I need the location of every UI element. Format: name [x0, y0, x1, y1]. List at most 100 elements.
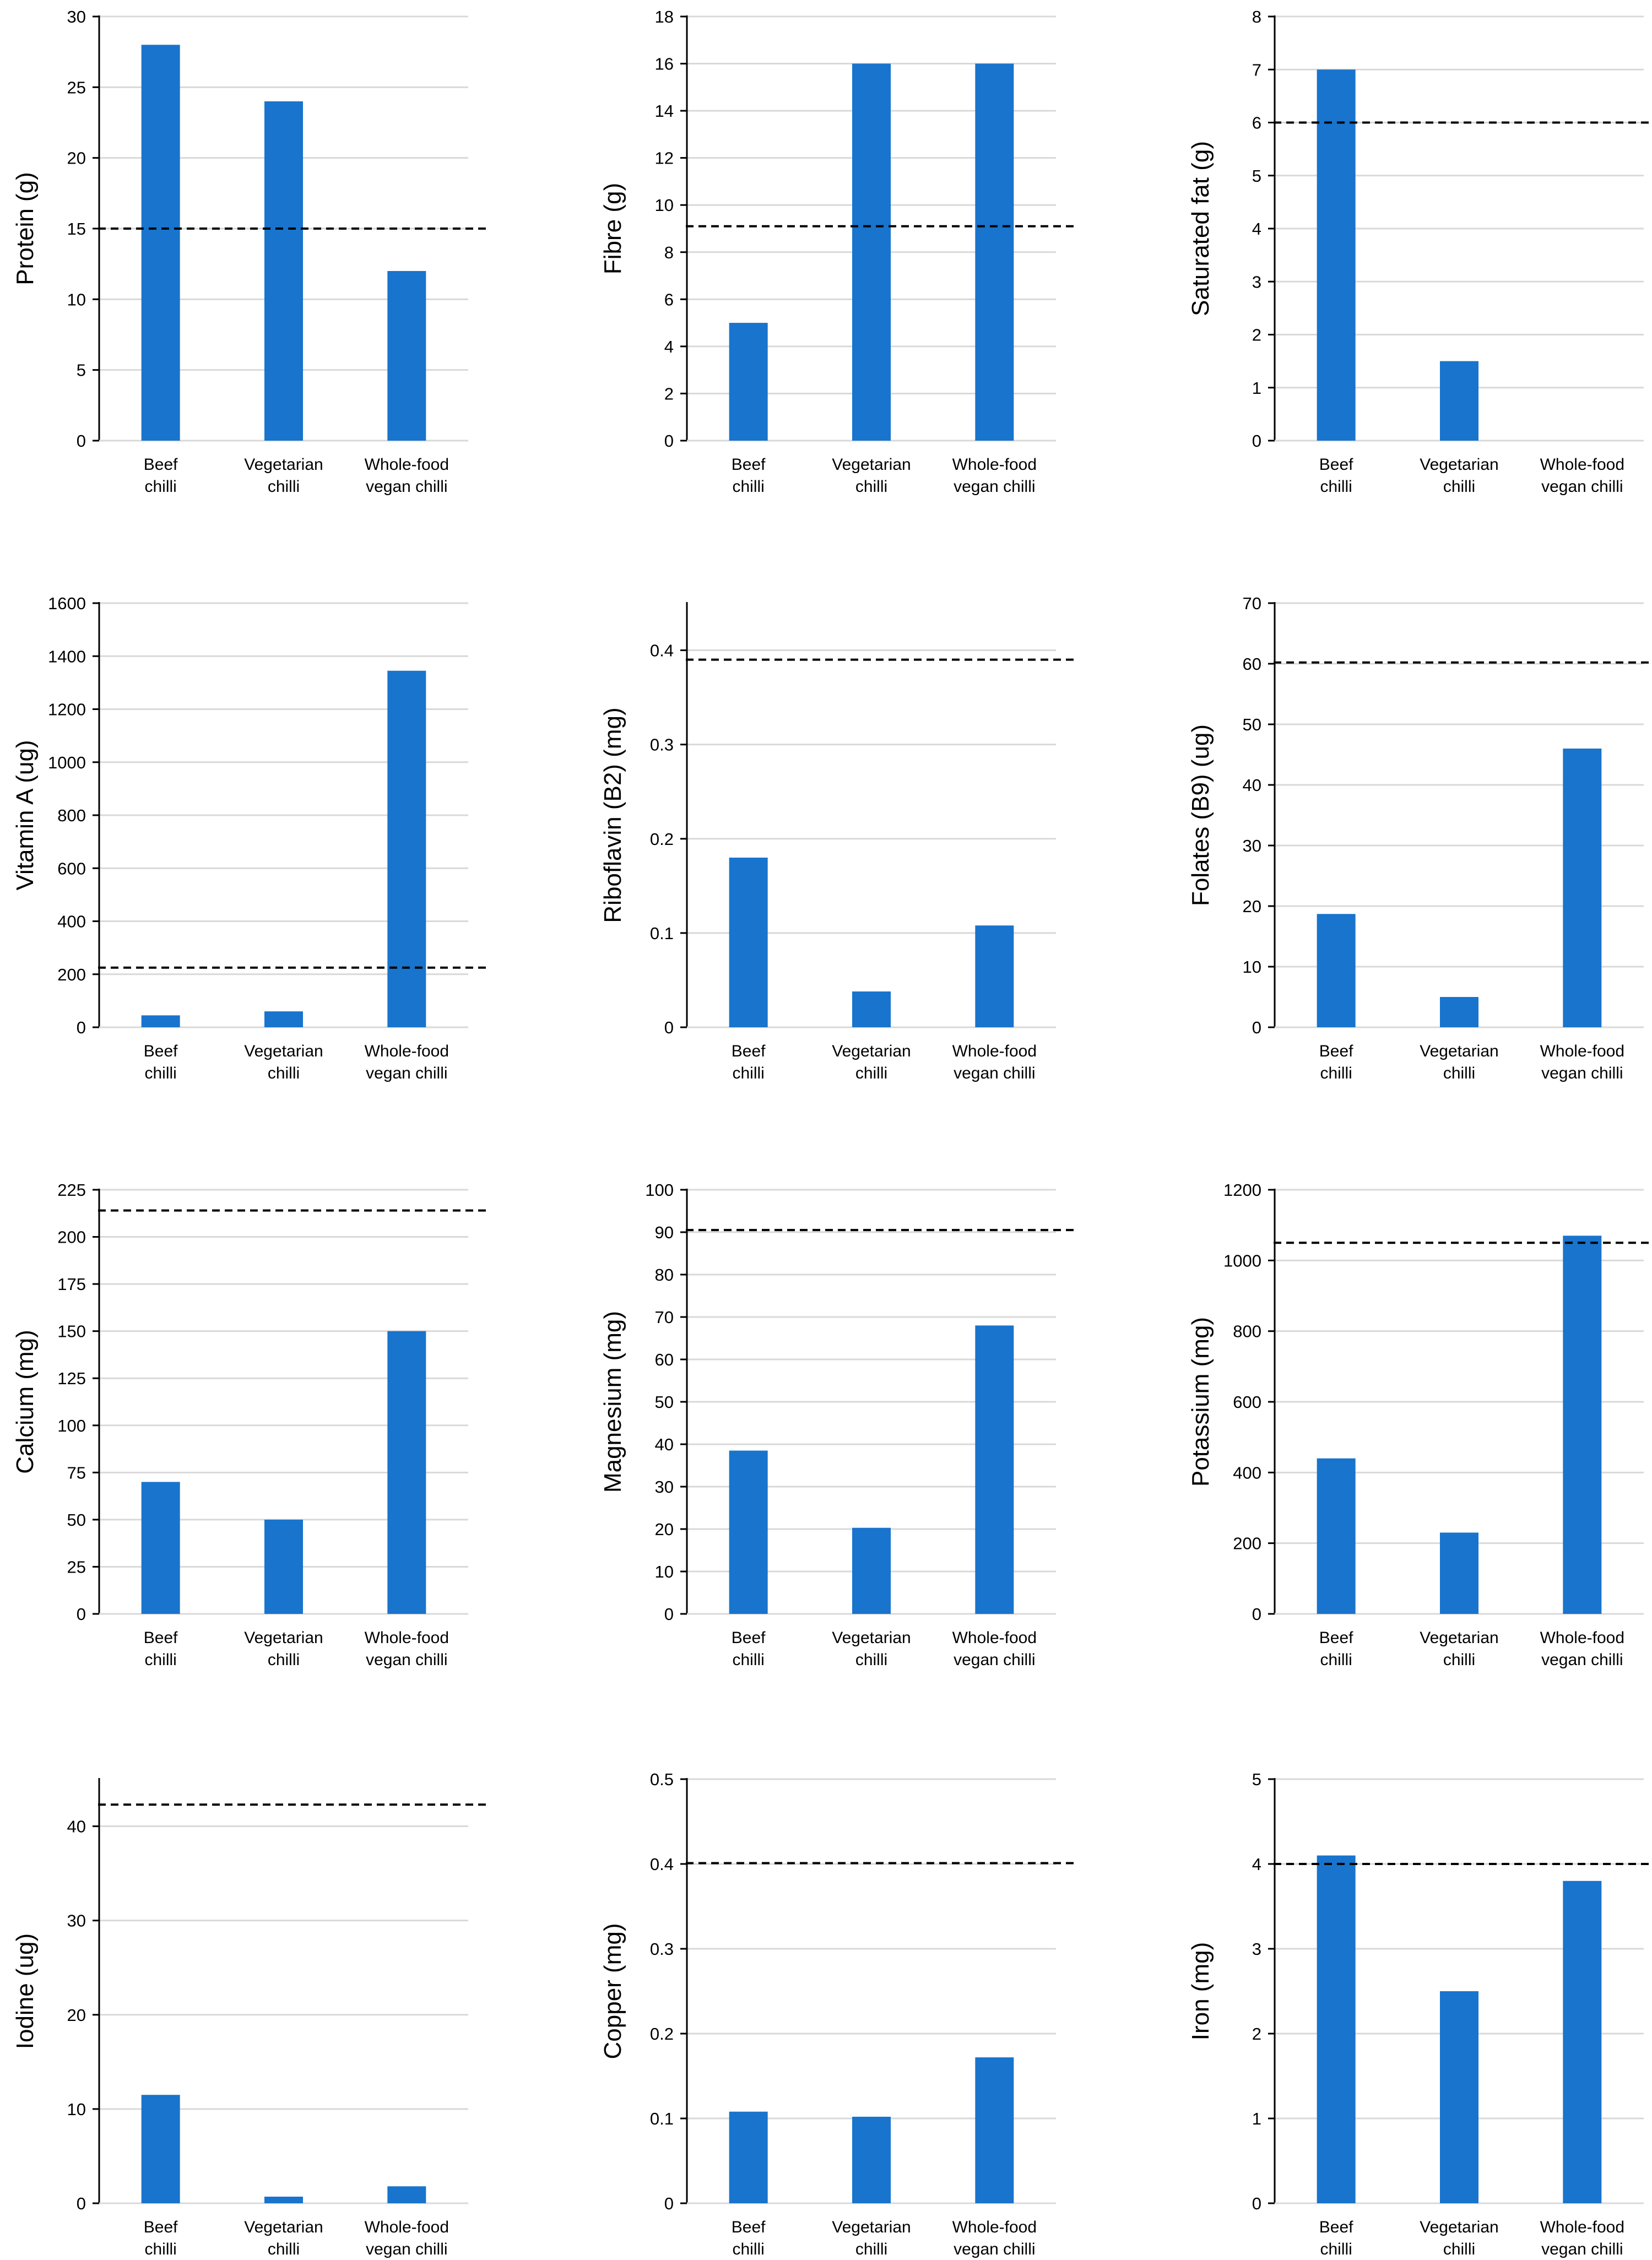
- bar-1: [1317, 69, 1356, 441]
- y-tick-label: 30: [67, 7, 86, 26]
- y-tick-label: 90: [655, 1223, 674, 1242]
- category-label: chilli: [732, 478, 764, 496]
- category-label: chilli: [268, 2240, 300, 2258]
- bar-3: [1563, 1235, 1602, 1614]
- category-label: Vegetarian: [1420, 1042, 1498, 1060]
- category-label: vegan chilli: [954, 478, 1035, 496]
- y-tick-label: 20: [67, 149, 86, 168]
- category-label: Vegetarian: [1420, 2218, 1498, 2236]
- bar-2: [1440, 1991, 1478, 2203]
- y-tick-label: 40: [67, 1817, 86, 1836]
- y-tick-label: 10: [655, 196, 674, 215]
- y-tick-label: 1200: [1223, 1180, 1261, 1200]
- chart-panel-10: 0 10 20 30 40 Iodine (ug) Beef chilli Vegetarian…: [0, 1763, 490, 2260]
- y-tick-label: 25: [67, 1557, 86, 1576]
- bar-2: [264, 101, 303, 441]
- category-label: Beef: [144, 1042, 178, 1060]
- category-label: chilli: [144, 1651, 176, 1669]
- category-label: Vegetarian: [244, 2218, 323, 2236]
- chart-svg: 0 200 400 600 800 1000 1200 1400 1600 Vitamin A (…: [12, 594, 490, 1082]
- chart-svg: 0 2 4 6 8 10 12 14 16 18 Fibre (g) Beef chilli Vegeta…: [599, 7, 1078, 496]
- y-axis-title: Fibre (g): [599, 183, 626, 274]
- y-tick-label: 800: [57, 806, 86, 825]
- chart-svg: 0 200 400 600 800 1000 1200 Potassium (mg) Beef c…: [1187, 1180, 1652, 1669]
- y-axis-title: Iron (mg): [1187, 1942, 1214, 2040]
- chart-panel-7: 0 25 50 75 100 125 150 175 200 225 Calcium (mg) Bee…: [0, 1173, 490, 1671]
- category-label: vegan chilli: [366, 1064, 447, 1082]
- category-label: Beef: [1319, 456, 1353, 474]
- y-tick-label: 5: [1252, 166, 1261, 186]
- bar-2: [1440, 361, 1478, 441]
- category-label: vegan chilli: [1541, 1651, 1623, 1669]
- category-label: chilli: [732, 2240, 764, 2258]
- category-label: Beef: [144, 1629, 178, 1647]
- y-tick-label: 125: [57, 1369, 86, 1388]
- y-tick-label: 800: [1233, 1322, 1261, 1341]
- category-label: Beef: [144, 2218, 178, 2236]
- category-label: vegan chilli: [366, 1651, 447, 1669]
- y-tick-label: 10: [655, 1562, 674, 1581]
- y-tick-label: 0: [77, 2194, 86, 2213]
- y-axis-title: Protein (g): [12, 172, 39, 285]
- category-label: Beef: [1319, 1629, 1353, 1647]
- bar-2: [852, 63, 891, 441]
- y-tick-label: 1000: [1223, 1251, 1261, 1270]
- chart-panel-2: 0 2 4 6 8 10 12 14 16 18 Fibre (g) Beef chilli Vegeta…: [588, 0, 1078, 497]
- y-tick-label: 4: [1252, 219, 1261, 239]
- chart-panel-8: 0 10 20 30 40 50 60 70 80 90 100 Magnesium (mg) Beef…: [588, 1173, 1078, 1671]
- y-tick-label: 60: [655, 1350, 674, 1369]
- y-tick-label: 0.3: [650, 1939, 674, 1959]
- category-label: Beef: [732, 456, 766, 474]
- category-label: chilli: [855, 1651, 887, 1669]
- category-label: vegan chilli: [1541, 1064, 1623, 1082]
- category-label: Whole-food: [365, 2218, 449, 2236]
- bar-1: [1317, 1855, 1356, 2203]
- y-tick-label: 40: [655, 1435, 674, 1454]
- y-axis-title: Calcium (mg): [12, 1330, 39, 1474]
- y-tick-label: 40: [1243, 776, 1261, 795]
- chart-svg: 0 0.1 0.2 0.3 0.4 0.5 Copper (mg) Beef chilli Veg…: [599, 1770, 1078, 2258]
- bar-1: [141, 2095, 180, 2203]
- y-tick-label: 0: [1252, 431, 1261, 451]
- bar-1: [1317, 914, 1356, 1027]
- category-label: vegan chilli: [954, 2240, 1035, 2258]
- category-label: chilli: [855, 478, 887, 496]
- bar-1: [729, 323, 768, 441]
- y-tick-label: 4: [664, 337, 674, 356]
- y-tick-label: 8: [664, 243, 674, 262]
- category-label: Beef: [1319, 2218, 1353, 2236]
- chart-panel-9: 0 200 400 600 800 1000 1200 Potassium (mg) Beef c…: [1176, 1173, 1652, 1671]
- chart-panel-4: 0 200 400 600 800 1000 1200 1400 1600 Vitamin A (…: [0, 587, 490, 1084]
- y-tick-label: 70: [655, 1308, 674, 1327]
- category-label: vegan chilli: [1541, 478, 1623, 496]
- y-axis-title: Iodine (ug): [12, 1933, 39, 2049]
- bar-3: [387, 271, 426, 441]
- category-label: chilli: [1320, 478, 1352, 496]
- y-tick-label: 0: [664, 1018, 674, 1037]
- bar-1: [729, 1450, 768, 1614]
- category-label: chilli: [1443, 2240, 1475, 2258]
- y-tick-label: 100: [57, 1416, 86, 1435]
- bar-1: [729, 858, 768, 1027]
- bar-3: [975, 925, 1014, 1027]
- y-tick-label: 0.4: [650, 641, 674, 660]
- category-label: chilli: [144, 478, 176, 496]
- chart-svg: 0 10 20 30 40 50 60 70 80 90 100 Magnesium (mg) Beef…: [599, 1180, 1078, 1669]
- y-tick-label: 2: [664, 384, 674, 403]
- y-tick-label: 20: [655, 1520, 674, 1539]
- category-label: chilli: [1320, 2240, 1352, 2258]
- y-tick-label: 10: [67, 290, 86, 309]
- bar-2: [264, 1011, 303, 1027]
- bar-2: [852, 2116, 891, 2203]
- category-label: Vegetarian: [832, 2218, 911, 2236]
- y-tick-label: 70: [1243, 594, 1261, 613]
- chart-panel-11: 0 0.1 0.2 0.3 0.4 0.5 Copper (mg) Beef chilli Veg…: [588, 1763, 1078, 2260]
- y-tick-label: 80: [655, 1265, 674, 1285]
- y-tick-label: 600: [57, 859, 86, 878]
- y-tick-label: 3: [1252, 1939, 1261, 1959]
- category-label: chilli: [855, 2240, 887, 2258]
- category-label: Beef: [732, 1629, 766, 1647]
- y-tick-label: 16: [655, 55, 674, 74]
- y-tick-label: 6: [1252, 113, 1261, 133]
- y-tick-label: 1600: [48, 594, 86, 613]
